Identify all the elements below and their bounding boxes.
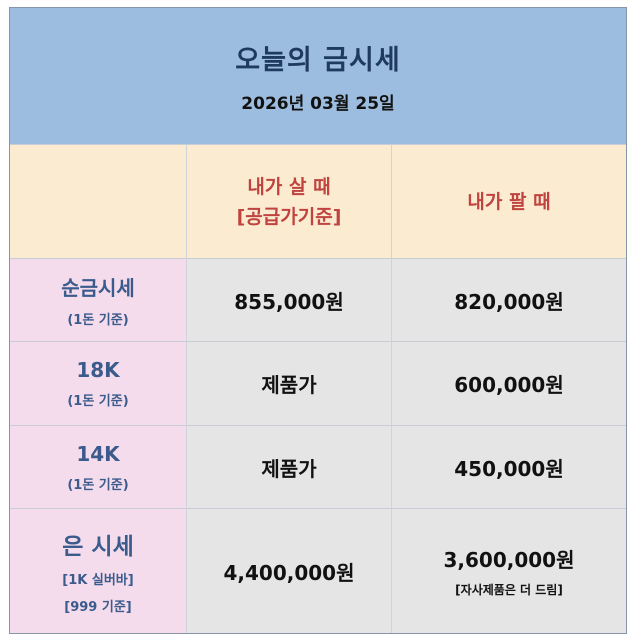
buy-sub-label: [공급가기준] [236, 205, 342, 228]
price-value: 855,000원 [234, 289, 344, 314]
buy-label: 내가 살 때 [247, 175, 331, 198]
sell-price: 450,000원 [392, 426, 626, 509]
date-label: 2026년 03월 25일 [241, 94, 395, 114]
row-label: 14K [76, 441, 120, 466]
row-label: 은 시세 [62, 534, 134, 560]
row-label-silver: 은 시세 [1K 실버바] [999 기준] [10, 509, 187, 633]
buy-price: 855,000원 [187, 259, 392, 342]
buy-price: 4,400,000원 [187, 509, 392, 633]
row-sublabel: (1돈 기준) [67, 394, 129, 409]
row-label-pure-gold: 순금시세 (1돈 기준) [10, 259, 187, 342]
price-value: 600,000원 [454, 373, 564, 397]
sell-price: 600,000원 [392, 342, 626, 426]
sell-price: 3,600,000원 [자사제품은 더 드림] [392, 509, 626, 633]
row-label: 18K [76, 358, 120, 382]
price-value: 제품가 [261, 373, 317, 397]
price-value: 820,000원 [454, 289, 564, 314]
buy-price: 제품가 [187, 342, 392, 426]
sell-label: 내가 팔 때 [467, 190, 551, 213]
price-value: 450,000원 [454, 456, 564, 481]
row-sublabel: (1돈 기준) [67, 477, 129, 493]
buy-price: 제품가 [187, 426, 392, 509]
sell-price: 820,000원 [392, 259, 626, 342]
row-label: 순금시세 [61, 276, 135, 300]
price-value: 4,400,000원 [223, 560, 355, 585]
table-header: 오늘의 금시세 2026년 03월 25일 [10, 8, 626, 145]
gold-price-table: 오늘의 금시세 2026년 03월 25일 내가 살 때 [공급가기준] 내가 … [9, 7, 627, 634]
column-header-sell: 내가 팔 때 [392, 145, 626, 259]
price-note: [자사제품은 더 드림] [455, 583, 563, 597]
row-label-14k: 14K (1돈 기준) [10, 426, 187, 509]
corner-cell [10, 145, 187, 259]
column-header-buy: 내가 살 때 [공급가기준] [187, 145, 392, 259]
row-sublabel: (1돈 기준) [67, 313, 129, 328]
row-sublabel: [999 기준] [64, 600, 132, 615]
price-value: 3,600,000원 [443, 548, 575, 572]
row-sublabel: [1K 실버바] [62, 573, 134, 588]
page-title: 오늘의 금시세 [235, 45, 401, 76]
price-value: 제품가 [261, 456, 317, 481]
row-label-18k: 18K (1돈 기준) [10, 342, 187, 426]
